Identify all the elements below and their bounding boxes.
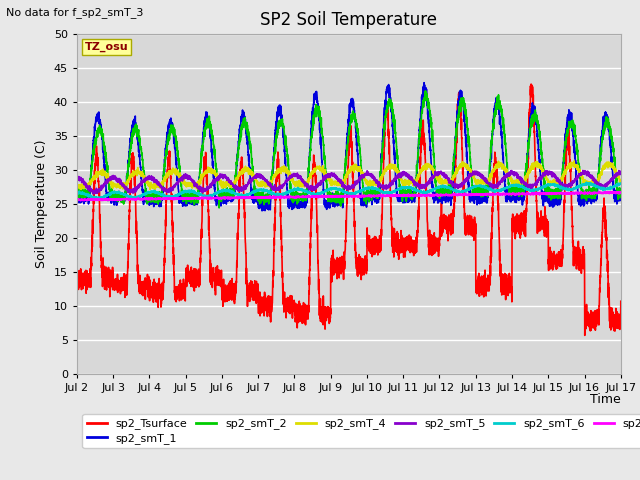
sp2_smT_2	[422, 88, 429, 94]
sp2_smT_6	[617, 181, 625, 187]
sp2_smT_7	[441, 192, 449, 198]
sp2_smT_4	[471, 178, 479, 183]
sp2_smT_1	[329, 190, 337, 196]
sp2_smT_6	[171, 193, 179, 199]
sp2_smT_1	[258, 208, 266, 214]
sp2_smT_6	[616, 180, 624, 186]
sp2_smT_2	[329, 192, 337, 198]
sp2_Tsurface	[471, 215, 479, 220]
sp2_smT_7	[609, 189, 617, 194]
Line: sp2_smT_2: sp2_smT_2	[77, 91, 621, 208]
sp2_smT_5	[73, 175, 81, 181]
sp2_smT_5	[579, 168, 587, 173]
Legend: sp2_Tsurface, sp2_smT_1, sp2_smT_2, sp2_smT_4, sp2_smT_5, sp2_smT_6, sp2_smT_7: sp2_Tsurface, sp2_smT_1, sp2_smT_2, sp2_…	[83, 414, 640, 448]
sp2_Tsurface	[73, 274, 81, 279]
sp2_Tsurface	[328, 265, 336, 271]
sp2_smT_7	[171, 195, 179, 201]
sp2_smT_5	[89, 191, 97, 197]
Line: sp2_smT_6: sp2_smT_6	[77, 182, 621, 199]
sp2_smT_5	[616, 168, 624, 174]
sp2_smT_4	[73, 182, 81, 188]
sp2_Tsurface	[617, 299, 625, 304]
Title: SP2 Soil Temperature: SP2 Soil Temperature	[260, 11, 437, 29]
sp2_smT_7	[73, 197, 81, 203]
Line: sp2_Tsurface: sp2_Tsurface	[77, 84, 621, 336]
sp2_smT_1	[420, 80, 428, 85]
Text: No data for f_sp2_smT_3: No data for f_sp2_smT_3	[6, 7, 144, 18]
sp2_Tsurface	[502, 284, 509, 289]
sp2_smT_1	[471, 195, 479, 201]
sp2_smT_1	[502, 196, 509, 202]
Line: sp2_smT_1: sp2_smT_1	[77, 83, 621, 211]
sp2_smT_5	[171, 184, 179, 190]
sp2_smT_7	[502, 192, 509, 197]
sp2_smT_6	[582, 180, 590, 185]
sp2_smT_1	[73, 194, 81, 200]
sp2_smT_4	[171, 167, 179, 173]
sp2_Tsurface	[527, 81, 535, 87]
sp2_smT_6	[471, 184, 479, 190]
sp2_smT_7	[616, 190, 624, 195]
sp2_smT_7	[329, 194, 337, 200]
sp2_smT_4	[329, 179, 337, 184]
sp2_smT_4	[616, 180, 624, 185]
sp2_smT_1	[617, 196, 625, 202]
Line: sp2_smT_4: sp2_smT_4	[77, 161, 621, 190]
sp2_Tsurface	[171, 288, 179, 293]
sp2_smT_7	[617, 189, 625, 195]
Line: sp2_smT_7: sp2_smT_7	[77, 192, 621, 201]
sp2_smT_5	[329, 173, 337, 179]
sp2_smT_5	[471, 171, 479, 177]
sp2_smT_4	[502, 166, 509, 172]
sp2_smT_1	[171, 139, 179, 144]
Text: Time: Time	[590, 393, 621, 406]
Text: TZ_osu: TZ_osu	[85, 42, 129, 52]
sp2_smT_7	[77, 198, 84, 204]
sp2_smT_5	[617, 171, 625, 177]
sp2_smT_2	[471, 188, 479, 193]
Y-axis label: Soil Temperature (C): Soil Temperature (C)	[35, 140, 48, 268]
sp2_Tsurface	[440, 215, 448, 220]
sp2_smT_2	[171, 126, 179, 132]
sp2_smT_1	[616, 197, 624, 203]
sp2_smT_2	[73, 187, 81, 192]
sp2_Tsurface	[616, 312, 624, 317]
sp2_smT_6	[92, 196, 100, 202]
sp2_smT_6	[73, 191, 81, 196]
sp2_smT_4	[617, 180, 625, 186]
sp2_smT_7	[471, 192, 479, 197]
sp2_smT_1	[441, 195, 449, 201]
sp2_smT_2	[441, 191, 449, 196]
sp2_smT_6	[329, 185, 337, 191]
Line: sp2_smT_5: sp2_smT_5	[77, 170, 621, 194]
sp2_smT_5	[441, 173, 449, 179]
sp2_smT_2	[502, 145, 509, 151]
sp2_smT_2	[215, 205, 223, 211]
sp2_smT_6	[441, 184, 449, 190]
sp2_smT_2	[616, 193, 624, 199]
sp2_smT_4	[146, 187, 154, 192]
sp2_smT_6	[502, 185, 509, 191]
sp2_smT_4	[570, 158, 578, 164]
sp2_smT_5	[502, 173, 509, 179]
sp2_smT_2	[617, 191, 625, 197]
sp2_Tsurface	[581, 333, 589, 338]
sp2_smT_4	[441, 180, 449, 186]
